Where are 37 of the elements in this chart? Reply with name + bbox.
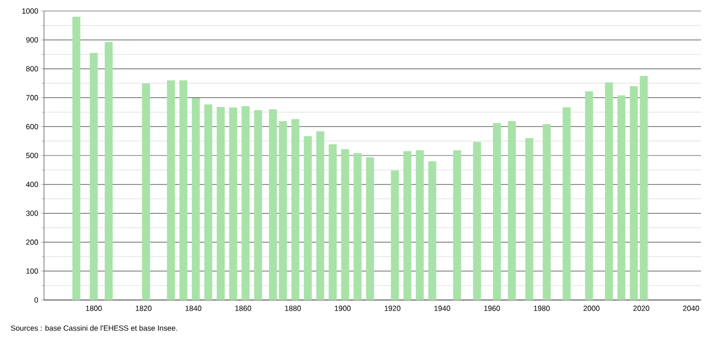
bar [630, 86, 638, 300]
bar [72, 16, 80, 300]
bar [428, 161, 436, 300]
bar [341, 149, 350, 300]
bar [403, 151, 412, 300]
bar [354, 153, 362, 300]
bar [617, 95, 626, 300]
bar [542, 124, 551, 300]
bar [585, 91, 594, 300]
bar [204, 104, 212, 300]
bar [473, 142, 482, 300]
bar [316, 131, 324, 300]
bar [229, 108, 238, 300]
bar [390, 170, 399, 300]
bar [166, 80, 175, 300]
bar [562, 107, 571, 300]
bar [453, 150, 462, 300]
bar [242, 106, 250, 300]
bar [508, 121, 516, 300]
bar [416, 150, 424, 300]
bar [278, 121, 287, 300]
bar [291, 119, 300, 300]
bar [104, 42, 113, 300]
bar [254, 110, 262, 300]
bar [604, 82, 613, 300]
bar [640, 76, 648, 300]
bar [90, 52, 98, 300]
bar [268, 109, 277, 300]
bar [179, 80, 188, 300]
bar [304, 136, 312, 300]
bar [492, 123, 501, 300]
bar [192, 98, 200, 300]
bar [525, 138, 534, 300]
bar [142, 84, 150, 300]
bar [216, 106, 225, 300]
bar [366, 157, 374, 300]
bar [328, 144, 337, 300]
